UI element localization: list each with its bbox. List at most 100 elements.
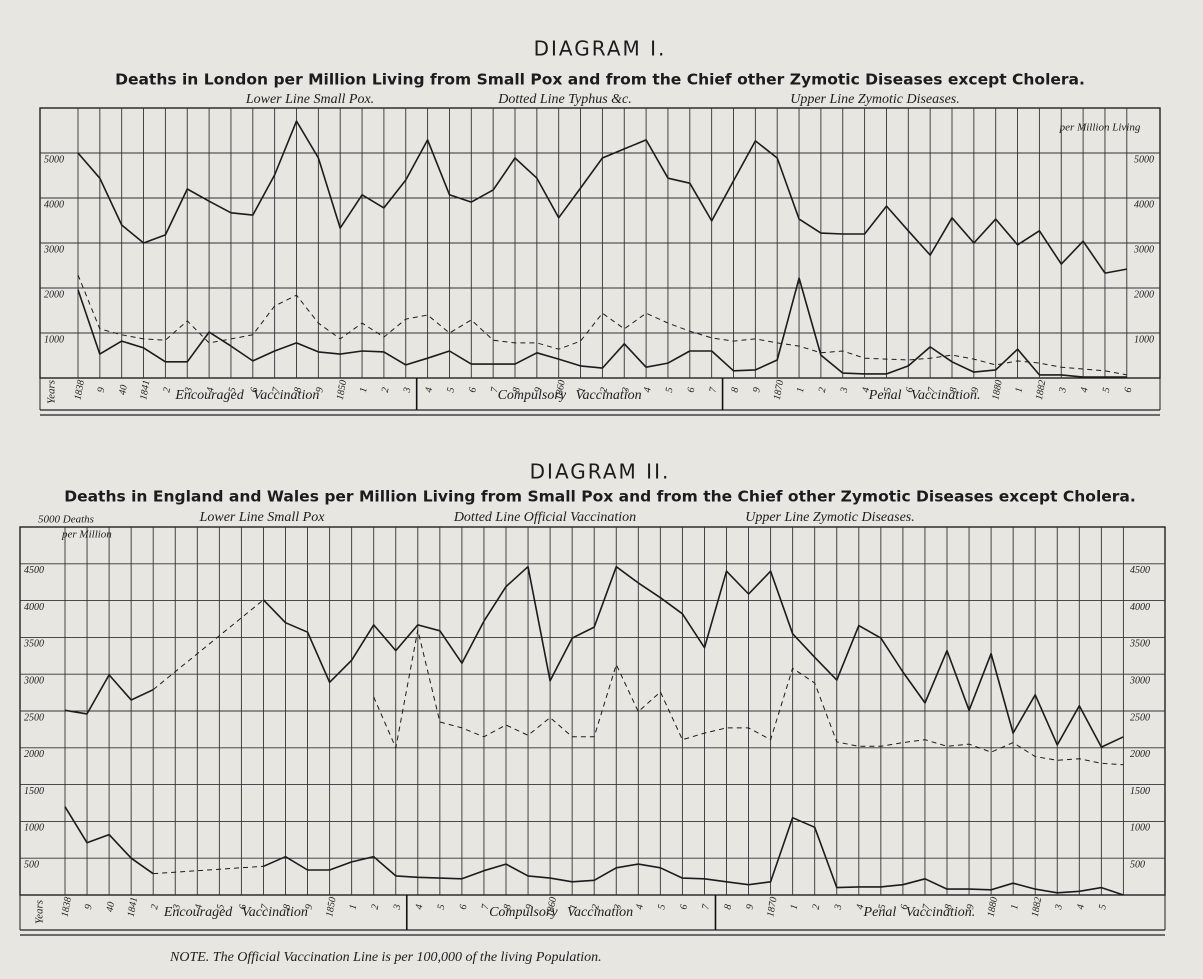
x-tick-label: 9 bbox=[751, 387, 763, 394]
x-tick-label: 8 bbox=[943, 904, 955, 911]
series-line bbox=[77, 274, 1127, 376]
x-tick-label: 1 bbox=[348, 904, 360, 911]
x-tick-label: 4 bbox=[634, 904, 646, 911]
note: NOTE. The Official Vaccination Line is p… bbox=[169, 950, 602, 965]
x-tick-label: 2 bbox=[817, 387, 829, 394]
series-line bbox=[373, 629, 1124, 766]
x-tick-label: 4 bbox=[855, 904, 867, 911]
x-tick-label: 1860 bbox=[553, 379, 567, 401]
x-tick-label: 1 bbox=[789, 904, 801, 911]
x-tick-label: 1 bbox=[1013, 387, 1025, 394]
x-tick-label: 1882 bbox=[1030, 896, 1044, 918]
legend-entry: Lower Line Small Pox bbox=[199, 510, 326, 525]
x-tick-label: 7 bbox=[489, 386, 501, 394]
gap-bridge bbox=[153, 865, 264, 875]
era-label: Penal Vaccination. bbox=[863, 905, 976, 920]
y-tick-label: 2500 bbox=[24, 712, 44, 723]
x-tick-label: 8 bbox=[292, 387, 304, 394]
x-tick-label: 6 bbox=[458, 904, 470, 911]
y-tick-label-right: 5000 bbox=[1134, 154, 1154, 165]
x-axis-label: Years bbox=[34, 900, 46, 924]
x-tick-label: 4 bbox=[424, 387, 436, 394]
y-tick-label-right: 2000 bbox=[1134, 289, 1154, 300]
y-tick-label-right: 500 bbox=[1130, 859, 1145, 870]
x-tick-label: 5 bbox=[1097, 904, 1109, 911]
era-label: Penal Vaccination. bbox=[868, 388, 981, 403]
x-tick-label: 5 bbox=[1101, 387, 1113, 394]
y-tick-label-right: 3000 bbox=[1129, 675, 1150, 686]
x-tick-label: 8 bbox=[722, 904, 734, 911]
x-tick-label: 7 bbox=[480, 903, 492, 911]
x-tick-label: 2 bbox=[149, 904, 161, 911]
y-tick-label: 4000 bbox=[24, 602, 44, 613]
x-tick-label: 5 bbox=[656, 904, 668, 911]
legend-entry: Upper Line Zymotic Diseases. bbox=[745, 510, 915, 525]
x-tick-label: 2 bbox=[370, 904, 382, 911]
x-tick-label: 8 bbox=[502, 904, 514, 911]
x-tick-label: 3 bbox=[171, 904, 183, 912]
y-tick-label: 3500 bbox=[23, 639, 44, 650]
x-tick-label: 5 bbox=[882, 387, 894, 394]
x-tick-label: 6 bbox=[1123, 387, 1135, 394]
chart-title: DIAGRAM II. bbox=[530, 460, 671, 484]
x-tick-label: 1 bbox=[576, 387, 588, 394]
series-line bbox=[77, 277, 1127, 378]
series-line bbox=[64, 806, 1124, 896]
y-axis-label: per Million bbox=[61, 529, 112, 541]
x-tick-label: 1838 bbox=[73, 379, 87, 401]
x-tick-label: 4 bbox=[1079, 387, 1091, 394]
x-tick-label: 1850 bbox=[335, 379, 349, 401]
x-tick-label: 40 bbox=[105, 901, 118, 913]
x-tick-label: 4 bbox=[414, 904, 426, 911]
y-tick-label: 1500 bbox=[24, 786, 44, 797]
x-tick-label: 6 bbox=[686, 387, 698, 394]
y-tick-label: 2000 bbox=[44, 289, 64, 300]
y-tick-label-right: 2000 bbox=[1130, 749, 1150, 760]
y-tick-label: 4000 bbox=[44, 199, 64, 210]
chart-subtitle: Deaths in London per Million Living from… bbox=[115, 71, 1085, 89]
y-tick-label-right: 4000 bbox=[1130, 602, 1150, 613]
x-tick-label: 5 bbox=[445, 387, 457, 394]
x-tick-label: 7 bbox=[700, 903, 712, 911]
chart-subtitle: Deaths in England and Wales per Million … bbox=[64, 488, 1136, 506]
x-tick-label: 6 bbox=[249, 387, 261, 394]
x-tick-label: 5 bbox=[227, 387, 239, 394]
x-tick-label: 5 bbox=[664, 387, 676, 394]
x-tick-label: 9 bbox=[314, 387, 326, 394]
x-tick-label: 3 bbox=[183, 387, 195, 395]
x-tick-label: 2 bbox=[161, 387, 173, 394]
x-tick-label: 2 bbox=[590, 904, 602, 911]
y-tick-label-right: 2500 bbox=[1130, 712, 1150, 723]
x-tick-label: 6 bbox=[899, 904, 911, 911]
x-tick-label: 1 bbox=[358, 387, 370, 394]
x-tick-label: 6 bbox=[467, 387, 479, 394]
legend-entry: Dotted Line Official Vaccination bbox=[453, 510, 636, 525]
era-label: Encouraged Vaccination bbox=[174, 388, 319, 403]
x-tick-label: 3 bbox=[612, 904, 624, 912]
x-tick-label: 5 bbox=[436, 904, 448, 911]
x-tick-label: 1880 bbox=[986, 896, 1000, 918]
x-tick-label: 1870 bbox=[772, 379, 786, 401]
series-line bbox=[77, 120, 1127, 274]
x-tick-label: 3 bbox=[392, 904, 404, 912]
y-tick-label: 3000 bbox=[43, 244, 64, 255]
x-tick-label: 3 bbox=[1053, 904, 1065, 912]
x-tick-label: 3 bbox=[620, 387, 632, 395]
x-tick-label: 7 bbox=[926, 386, 938, 394]
x-tick-label: 9 bbox=[533, 387, 545, 394]
x-tick-label: 8 bbox=[948, 387, 960, 394]
x-tick-label: 5 bbox=[215, 904, 227, 911]
series-line bbox=[64, 565, 1124, 748]
x-tick-label: 8 bbox=[511, 387, 523, 394]
x-tick-label: 9 bbox=[965, 904, 977, 911]
x-tick-label: 1841 bbox=[126, 896, 140, 918]
x-tick-label: 1 bbox=[795, 387, 807, 394]
y-tick-label-right: 3000 bbox=[1133, 244, 1154, 255]
x-tick-label: 1838 bbox=[60, 896, 74, 918]
y-tick-label: 4500 bbox=[24, 565, 44, 576]
y-tick-label-right: 4500 bbox=[1130, 565, 1150, 576]
x-tick-label: 6 bbox=[678, 904, 690, 911]
legend-entry: Lower Line Small Pox. bbox=[245, 92, 374, 107]
x-tick-label: 9 bbox=[83, 904, 95, 911]
